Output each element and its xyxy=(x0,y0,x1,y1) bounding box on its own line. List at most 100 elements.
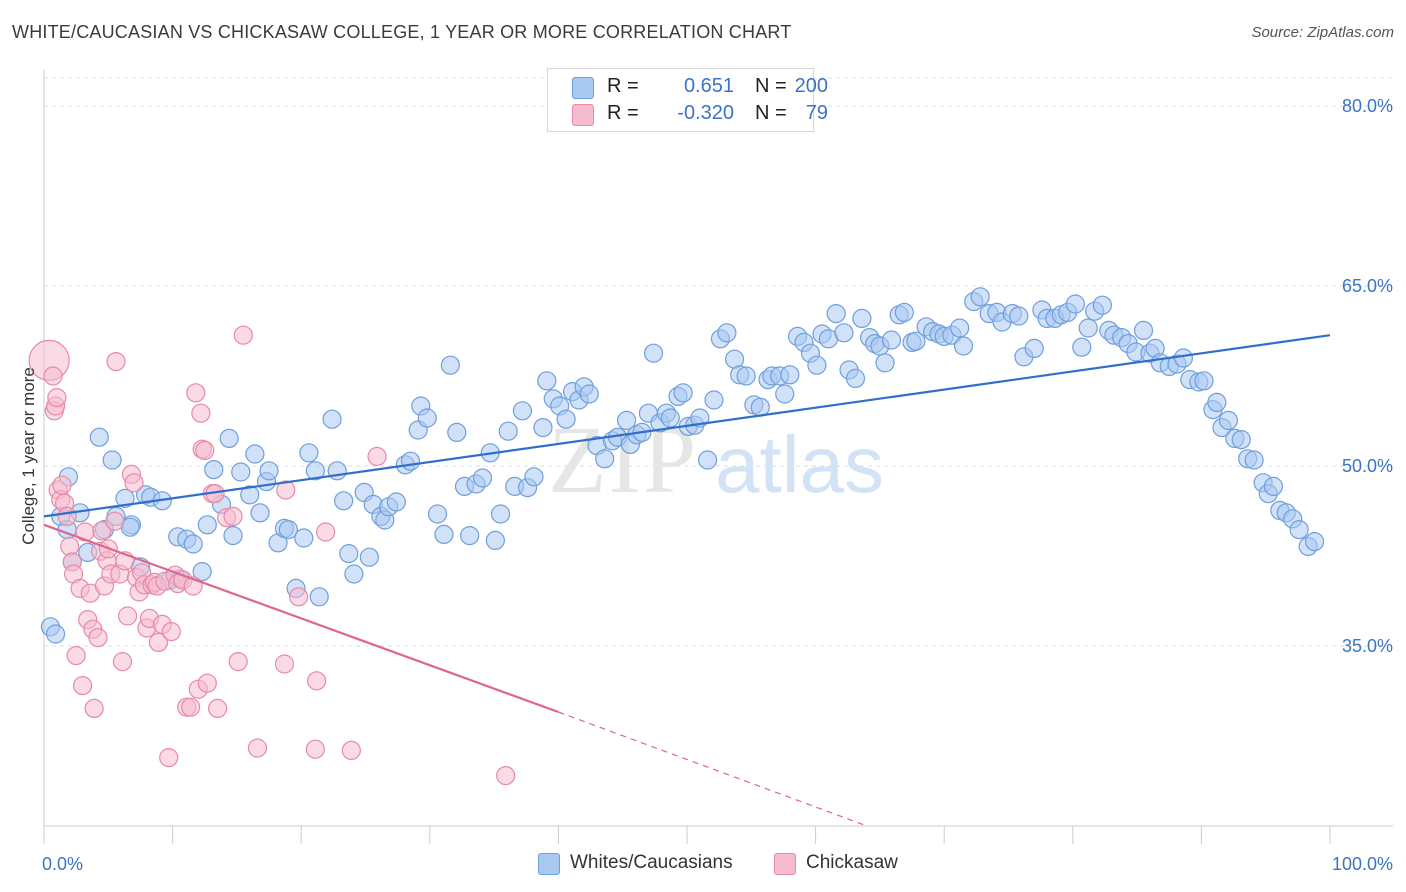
bottom-legend-swatch-whites xyxy=(538,853,560,875)
whites-point-71 xyxy=(490,504,511,524)
watermark-atlas: atlas xyxy=(715,420,884,509)
whites-point-57 xyxy=(400,451,421,471)
whites-point-195 xyxy=(1304,531,1325,552)
whites-point-87 xyxy=(595,449,615,469)
y-axis-label: College, 1 year or more xyxy=(19,367,38,545)
legend-n-value: 200 xyxy=(794,75,828,97)
chickasaw-point-75 xyxy=(316,522,336,542)
chickasaw-point-20 xyxy=(84,698,104,719)
legend-r-value: 0.651 xyxy=(683,75,734,97)
chickasaw-point-68 xyxy=(233,325,253,345)
chickasaw-point-72 xyxy=(289,587,309,607)
whites-point-60 xyxy=(417,408,437,428)
whites-point-76 xyxy=(524,467,544,487)
chickasaw-point-71 xyxy=(276,480,296,500)
whites-point-77 xyxy=(533,418,553,438)
whites-point-1 xyxy=(45,624,66,644)
whites-point-98 xyxy=(660,408,680,428)
chickasaw-point-58 xyxy=(191,403,211,423)
chickasaw-point-9 xyxy=(57,506,77,527)
chickasaw-point-1 xyxy=(43,366,63,386)
whites-point-153 xyxy=(1024,338,1044,358)
whites-point-116 xyxy=(775,384,795,404)
whites-point-41 xyxy=(299,443,319,463)
whites-point-110 xyxy=(736,366,756,386)
y-tick-label-0: 35.0% xyxy=(1342,636,1393,656)
x-tick-label-1: 100.0% xyxy=(1332,854,1393,874)
bottom-legend-swatch-chickasaw xyxy=(774,853,796,875)
chickasaw-point-56 xyxy=(186,383,206,403)
whites-point-44 xyxy=(322,409,342,429)
whites-point-175 xyxy=(1173,348,1193,368)
whites-point-85 xyxy=(579,384,599,404)
chickasaw-point-33 xyxy=(117,606,138,626)
whites-point-159 xyxy=(1065,294,1085,314)
whites-point-137 xyxy=(906,331,926,351)
whites-point-95 xyxy=(643,343,664,363)
chickasaw-point-13 xyxy=(66,645,86,666)
trend-line-chickasaw-extension xyxy=(558,711,868,827)
whites-point-135 xyxy=(894,302,914,322)
whites-point-31 xyxy=(240,485,260,505)
whites-point-146 xyxy=(970,287,990,307)
whites-point-43 xyxy=(309,587,329,607)
whites-point-169 xyxy=(1133,320,1154,340)
whites-point-35 xyxy=(259,461,279,481)
chickasaw-point-45 xyxy=(148,632,169,653)
whites-point-26 xyxy=(204,460,224,480)
y-tick-label-2: 65.0% xyxy=(1342,276,1393,296)
whites-point-189 xyxy=(1263,476,1284,496)
whites-point-29 xyxy=(223,525,243,546)
whites-point-105 xyxy=(704,390,724,410)
whites-point-8 xyxy=(89,427,109,447)
whites-point-68 xyxy=(472,468,493,488)
chickasaw-point-10 xyxy=(60,536,80,557)
whites-point-38 xyxy=(278,519,298,540)
y-tick-label-1: 50.0% xyxy=(1342,456,1393,476)
chickasaw-point-67 xyxy=(228,651,248,672)
whites-point-33 xyxy=(250,503,270,523)
legend-n-label: N = xyxy=(755,102,787,124)
whites-point-28 xyxy=(219,428,239,448)
chickasaw-point-28 xyxy=(105,511,125,531)
trend-line-chickasaw xyxy=(43,523,559,714)
legend-swatch-chickasaw xyxy=(572,104,594,126)
chickasaw-point-69 xyxy=(247,738,268,758)
whites-point-178 xyxy=(1194,371,1214,391)
whites-point-42 xyxy=(305,461,325,481)
chickasaw-point-66 xyxy=(223,506,243,527)
whites-point-151 xyxy=(1009,306,1029,326)
whites-point-10 xyxy=(102,450,122,470)
series-chickasaw-points xyxy=(28,325,516,786)
whites-point-62 xyxy=(434,524,454,545)
whites-point-117 xyxy=(780,365,800,385)
whites-point-163 xyxy=(1092,295,1112,315)
series-whites-points xyxy=(40,287,1325,644)
legend: R = 0.651 N = 200 R = -0.320 N = 79 xyxy=(547,68,828,132)
chickasaw-point-49 xyxy=(161,621,181,642)
whites-point-127 xyxy=(845,368,866,388)
whites-point-63 xyxy=(440,355,460,375)
whites-point-45 xyxy=(327,461,347,481)
chickasaw-point-31 xyxy=(112,651,133,672)
legend-r-value: -0.320 xyxy=(677,102,734,124)
y-tick-labels: 35.0% 50.0% 65.0% 80.0% xyxy=(1342,96,1393,656)
whites-point-46 xyxy=(334,491,354,511)
chickasaw-point-61 xyxy=(197,673,217,693)
whites-point-132 xyxy=(875,353,895,373)
legend-n-value: 79 xyxy=(805,102,828,124)
legend-swatch-whites xyxy=(572,77,594,99)
whites-point-161 xyxy=(1078,318,1098,338)
chickasaw-point-73 xyxy=(305,739,325,759)
chickasaw-point-21 xyxy=(88,627,108,648)
whites-point-23 xyxy=(183,534,203,554)
axes xyxy=(43,70,1393,844)
whites-point-160 xyxy=(1072,337,1092,357)
whites-point-50 xyxy=(359,547,379,567)
whites-point-72 xyxy=(498,421,518,441)
whites-point-74 xyxy=(512,401,532,421)
whites-point-128 xyxy=(852,308,872,328)
whites-point-47 xyxy=(339,543,359,564)
chickasaw-point-77 xyxy=(367,446,387,466)
whites-point-90 xyxy=(616,410,637,430)
